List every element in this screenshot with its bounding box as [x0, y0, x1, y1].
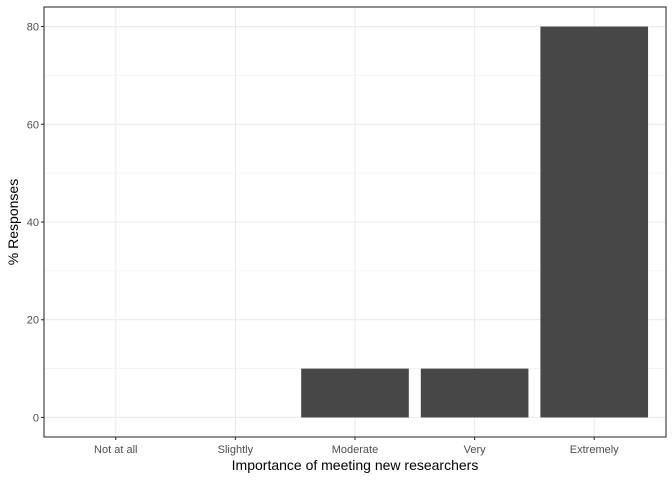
- x-tick-label: Extremely: [570, 444, 619, 456]
- y-tick-label: 80: [27, 22, 39, 34]
- bar-very: [420, 368, 529, 418]
- y-tick-label: 60: [27, 119, 39, 131]
- y-axis: 0 20 40 60 80: [27, 22, 44, 424]
- bar-extremely: [540, 26, 649, 418]
- x-tick-label: Moderate: [332, 444, 378, 456]
- x-tick-label: Not at all: [94, 444, 137, 456]
- bar-moderate: [301, 368, 409, 418]
- bars-layer: [301, 26, 649, 418]
- y-tick-label: 0: [33, 412, 39, 424]
- x-tick-label: Slightly: [218, 444, 254, 456]
- x-tick-label: Very: [464, 444, 487, 456]
- y-axis-title: % Responses: [5, 179, 21, 265]
- x-axis-title: Importance of meeting new researchers: [232, 457, 479, 473]
- y-tick-label: 40: [27, 217, 39, 229]
- y-tick-label: 20: [27, 315, 39, 327]
- x-axis: Not at all Slightly Moderate Very Extremely: [94, 437, 619, 456]
